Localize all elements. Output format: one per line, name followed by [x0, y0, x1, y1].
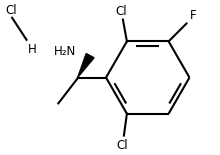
Text: F: F — [189, 9, 196, 22]
Text: H: H — [28, 43, 36, 56]
Text: Cl: Cl — [5, 4, 17, 17]
Text: Cl: Cl — [115, 4, 127, 18]
Text: H₂N: H₂N — [54, 45, 76, 58]
Polygon shape — [78, 53, 94, 77]
Text: Cl: Cl — [116, 139, 128, 151]
